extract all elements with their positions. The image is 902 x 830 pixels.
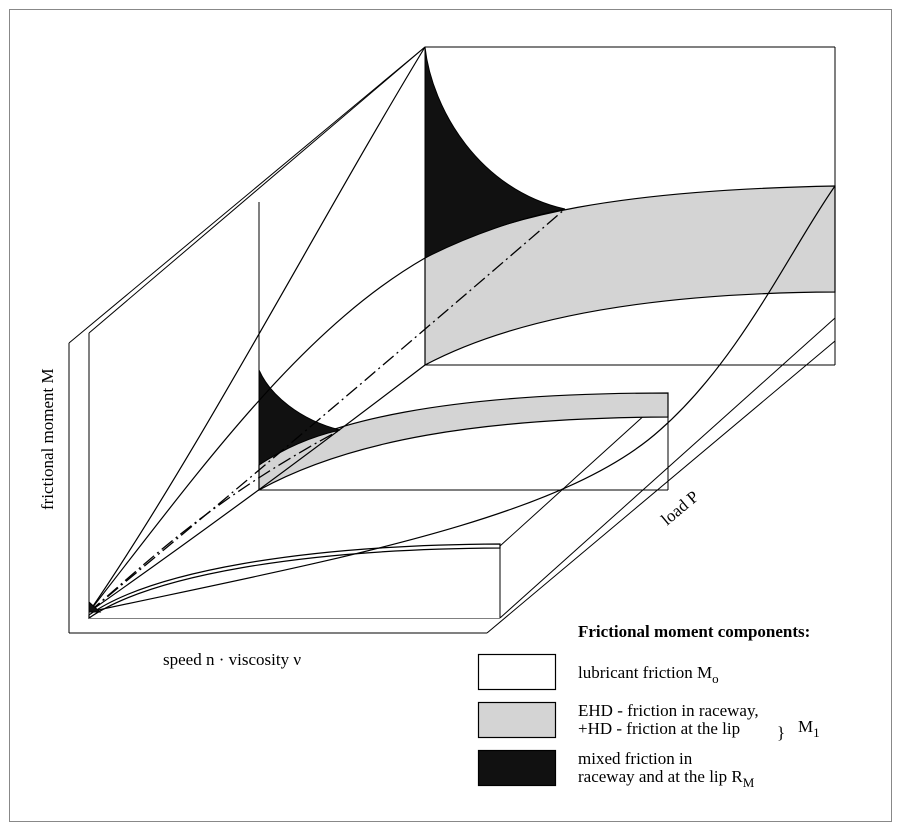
legend-swatch-ehd (477, 701, 557, 739)
dash-dot-curve-mid (88, 429, 341, 613)
curve-diagonal (88, 185, 836, 613)
dash-dot-curve (88, 208, 566, 613)
x-axis-label: speed n · viscosity ν (163, 650, 301, 669)
curve-ehd-bottom (88, 364, 426, 613)
top-back-edge-inner (88, 46, 426, 334)
top-back-edge (68, 46, 426, 344)
legend-group-label: M1 (798, 717, 820, 740)
legend-item-ehd-line1: EHD - friction in raceway, (578, 701, 759, 720)
legend-swatch-lubricant (477, 653, 557, 691)
front-slab-depth (499, 393, 669, 547)
curve-ehd-top (88, 257, 426, 613)
legend-item-ehd-line2: +HD - friction at the lip (578, 719, 740, 738)
front-slab-face (89, 546, 500, 618)
legend: Frictional moment components: lubricant … (477, 622, 820, 790)
legend-title: Frictional moment components: (578, 622, 810, 641)
y-axis-label: frictional moment M (38, 368, 57, 510)
legend-item-mixed-line2: raceway and at the lip RM (578, 767, 755, 790)
legend-brace: } (777, 723, 785, 742)
legend-swatch-mixed (477, 749, 557, 787)
legend-item-mixed-line1: mixed friction in (578, 749, 693, 768)
front-slab-band (88, 543, 501, 620)
back-mixed-region (424, 46, 566, 259)
origin-mixed (88, 600, 102, 613)
curve-upper (88, 46, 426, 613)
legend-item-lubricant: lubricant friction Mo (578, 663, 719, 686)
floor-right-edge (486, 340, 836, 634)
